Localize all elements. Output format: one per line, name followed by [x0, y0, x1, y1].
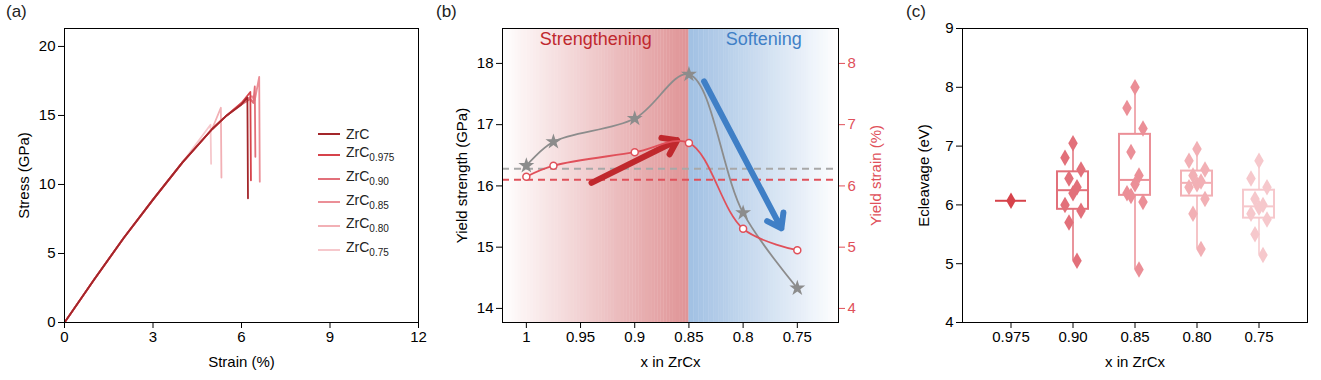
svg-text:20: 20 [39, 37, 56, 54]
svg-text:17: 17 [477, 115, 494, 132]
svg-text:4: 4 [945, 313, 953, 330]
svg-text:5: 5 [848, 238, 856, 255]
svg-text:14: 14 [477, 299, 494, 316]
html-text:(c): (c) [906, 2, 926, 21]
svg-text:7: 7 [945, 137, 953, 154]
svg-text:0: 0 [47, 313, 55, 330]
svg-text:9: 9 [326, 328, 334, 345]
svg-text:9: 9 [945, 19, 953, 36]
html-text:(b): (b) [436, 2, 457, 21]
svg-text:x in ZrCx: x in ZrCx [641, 353, 702, 370]
svg-text:0.8: 0.8 [733, 328, 754, 345]
svg-text:Ecleavage (eV): Ecleavage (eV) [915, 124, 932, 227]
svg-text:Softening: Softening [726, 29, 802, 49]
svg-text:0.75: 0.75 [1244, 328, 1273, 345]
svg-text:3: 3 [149, 328, 157, 345]
svg-text:0.90: 0.90 [1058, 328, 1087, 345]
svg-text:Strain (%): Strain (%) [208, 353, 275, 370]
html-text:ZrC0.80: ZrC0.80 [346, 215, 389, 235]
svg-text:Yield strain (%): Yield strain (%) [867, 125, 884, 226]
html-text:ZrC0.90: ZrC0.90 [346, 167, 389, 187]
svg-text:6: 6 [945, 196, 953, 213]
svg-text:Yield strength (GPa): Yield strength (GPa) [453, 108, 470, 243]
svg-text:x in ZrCx: x in ZrCx [1105, 353, 1166, 370]
svg-text:12: 12 [410, 328, 427, 345]
svg-text:0.85: 0.85 [1120, 328, 1149, 345]
svg-text:5: 5 [945, 255, 953, 272]
svg-text:Strengthening: Strengthening [540, 29, 652, 49]
html-text:ZrC0.85: ZrC0.85 [346, 191, 389, 211]
svg-text:8: 8 [848, 54, 856, 71]
html-text:ZrC: ZrC [346, 126, 370, 142]
svg-text:1: 1 [522, 328, 530, 345]
html-text:ZrC0.75: ZrC0.75 [346, 239, 389, 258]
svg-text:10: 10 [39, 175, 56, 192]
svg-text:15: 15 [477, 238, 494, 255]
svg-text:8: 8 [945, 78, 953, 95]
html-text:(a): (a) [6, 2, 27, 21]
svg-text:7: 7 [848, 115, 856, 132]
svg-text:0.85: 0.85 [674, 328, 703, 345]
svg-text:6: 6 [848, 177, 856, 194]
svg-text:16: 16 [477, 177, 494, 194]
svg-text:0.80: 0.80 [1182, 328, 1211, 345]
svg-text:0.95: 0.95 [566, 328, 595, 345]
svg-text:15: 15 [39, 106, 56, 123]
svg-text:0.975: 0.975 [992, 328, 1030, 345]
svg-text:6: 6 [237, 328, 245, 345]
svg-text:0: 0 [60, 328, 68, 345]
svg-text:Stress (GPa): Stress (GPa) [15, 132, 32, 219]
svg-text:0.9: 0.9 [624, 328, 645, 345]
svg-text:5: 5 [47, 244, 55, 261]
svg-text:4: 4 [848, 299, 856, 316]
html-text:ZrC0.975: ZrC0.975 [346, 144, 395, 163]
svg-text:18: 18 [477, 54, 494, 71]
svg-text:0.75: 0.75 [783, 328, 812, 345]
